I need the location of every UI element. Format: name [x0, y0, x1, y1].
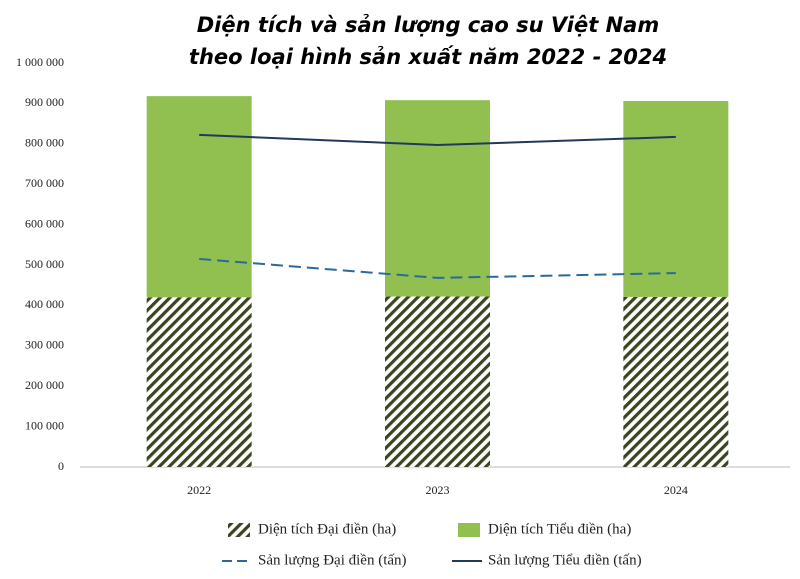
legend-swatch	[458, 523, 480, 537]
bar	[385, 100, 490, 297]
bar	[146, 297, 252, 467]
legend-label: Diện tích Đại điền (ha)	[258, 521, 396, 537]
y-tick-label: 700 000	[25, 176, 64, 190]
y-tick-label: 800 000	[25, 136, 64, 150]
y-tick-label: 1 000 000	[16, 55, 64, 69]
legend-swatch	[228, 523, 250, 537]
legend-label: Sản lượng Tiểu điền (tấn)	[488, 552, 642, 568]
x-tick-label: 2024	[664, 483, 688, 497]
y-tick-label: 900 000	[25, 95, 64, 109]
y-tick-label: 200 000	[25, 378, 64, 392]
bar	[146, 96, 252, 298]
y-tick-label: 0	[58, 459, 64, 473]
bar	[385, 296, 490, 467]
chart-title: Diện tích và sản lượng cao su Việt Nam	[197, 13, 659, 37]
line	[199, 257, 676, 279]
bar	[623, 100, 729, 297]
x-tick-label: 2023	[426, 483, 450, 497]
x-tick-label: 2022	[187, 483, 211, 497]
y-tick-label: 100 000	[25, 418, 64, 432]
line	[199, 133, 676, 147]
y-tick-label: 600 000	[25, 216, 64, 230]
legend-label: Sản lượng Đại điền (tấn)	[258, 552, 407, 568]
y-tick-label: 500 000	[25, 257, 64, 271]
bar	[623, 296, 729, 467]
chart-title: theo loại hình sản xuất năm 2022 - 2024	[189, 45, 667, 69]
legend-label: Diện tích Tiểu điền (ha)	[488, 521, 631, 537]
y-tick-label: 400 000	[25, 297, 64, 311]
y-tick-label: 300 000	[25, 338, 64, 352]
